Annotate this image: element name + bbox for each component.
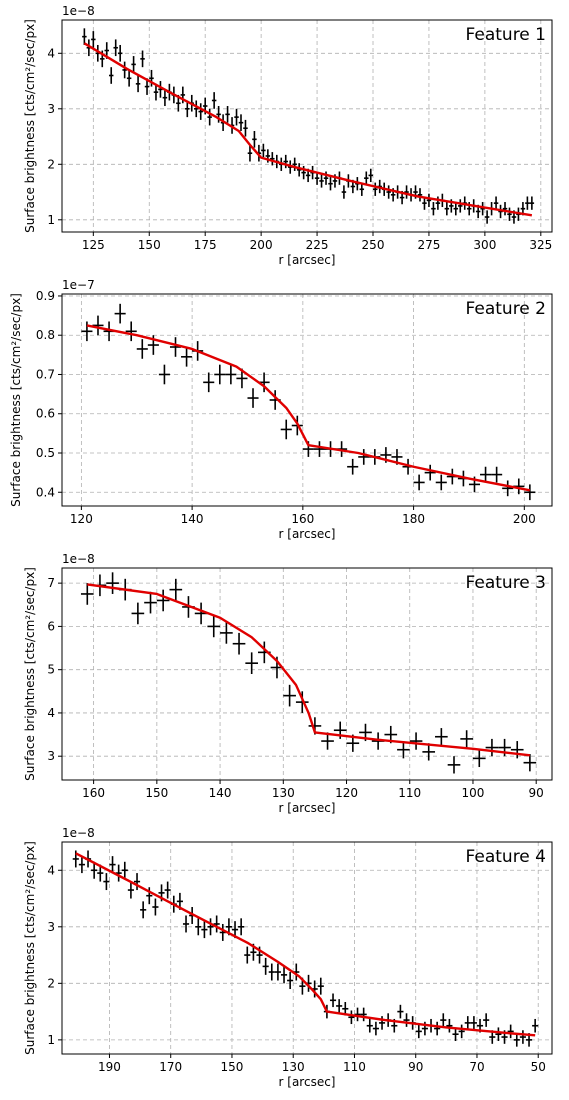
feature-title: Feature 2 (466, 299, 546, 319)
plot-frame (61, 19, 553, 233)
y-tick-label: 2 (47, 157, 55, 171)
x-tick-label: 200 (513, 512, 536, 526)
x-tick-label: 150 (145, 786, 168, 800)
x-tick-label: 130 (272, 786, 295, 800)
x-tick-label: 90 (529, 786, 544, 800)
x-tick-label: 70 (469, 1060, 484, 1074)
y-offset-label: 1e−7 (62, 278, 95, 292)
y-tick-label: 4 (47, 863, 55, 877)
x-tick-label: 110 (343, 1060, 366, 1074)
y-offset-label: 1e−8 (62, 552, 95, 566)
chart-panel-3: 160 150 140 130 120 110 100 90 3 4 5 6 7 1e−8 Feature … (23, 552, 553, 815)
plot-frame (61, 567, 553, 781)
x-tick-label: 275 (417, 238, 440, 252)
y-tick-label: 2 (47, 976, 55, 990)
y-tick-label: 7 (47, 576, 55, 590)
fit-curve (86, 324, 531, 492)
y-tick-label: 3 (47, 749, 55, 763)
y-tick-label: 4 (47, 46, 55, 60)
x-tick-label: 130 (282, 1060, 305, 1074)
chart-panel-1: 125 150 175 200 225 250 275 300 325 1 2 3 4 1e−8 Featu… (23, 4, 553, 267)
chart-panel-4: 190 170 150 130 110 90 70 50 1 2 3 4 1e−8 Feature 4 r … (23, 826, 553, 1089)
y-axis-label: Surface brightness [cts/cm²/sec/px] (23, 567, 37, 781)
y-tick-label: 5 (47, 663, 55, 677)
x-tick-label: 140 (209, 786, 232, 800)
x-axis-label: r [arcsec] (279, 253, 336, 267)
y-axis-label: Surface brightness [cts/cm²/sec/px] (23, 19, 37, 233)
x-axis-label: r [arcsec] (279, 801, 336, 815)
x-tick-label: 180 (402, 512, 425, 526)
y-axis-label: Surface brightness [cts/cm²/sec/px] (9, 293, 23, 507)
x-tick-label: 250 (362, 238, 385, 252)
y-tick-label: 0.4 (36, 485, 55, 499)
y-tick-label: 0.5 (36, 446, 55, 460)
y-tick-label: 4 (47, 706, 55, 720)
plot-frame (61, 293, 553, 507)
y-tick-label: 3 (47, 920, 55, 934)
y-tick-label: 0.8 (36, 328, 55, 342)
y-offset-label: 1e−8 (62, 4, 95, 18)
feature-title: Feature 1 (466, 25, 546, 45)
x-tick-label: 190 (98, 1060, 121, 1074)
y-tick-label: 0.9 (36, 289, 55, 303)
x-tick-label: 90 (408, 1060, 423, 1074)
feature-title: Feature 3 (466, 573, 546, 593)
data-points (80, 572, 537, 774)
y-tick-label: 0.7 (36, 367, 55, 381)
x-tick-label: 160 (82, 786, 105, 800)
x-tick-label: 110 (398, 786, 421, 800)
x-tick-label: 300 (473, 238, 496, 252)
data-points (81, 303, 536, 501)
y-tick-label: 6 (47, 619, 55, 633)
x-tick-label: 175 (194, 238, 217, 252)
x-tick-label: 120 (70, 512, 93, 526)
y-tick-label: 0.6 (36, 407, 55, 421)
fit-curve (83, 42, 533, 217)
plot-frame (61, 841, 553, 1055)
x-tick-label: 170 (159, 1060, 182, 1074)
x-tick-label: 160 (291, 512, 314, 526)
y-offset-label: 1e−8 (62, 826, 95, 840)
x-tick-label: 50 (531, 1060, 546, 1074)
chart-panel-2: 120 140 160 180 200 0.4 0.5 0.6 0.7 0.8 0.9 1e−7 Fea… (9, 278, 553, 541)
fit-curve (75, 852, 536, 1037)
data-points (82, 28, 535, 224)
y-axis-label: Surface brightness [cts/cm²/sec/px] (23, 841, 37, 1055)
x-tick-label: 200 (250, 238, 273, 252)
fit-curve (87, 583, 531, 757)
x-axis-label: r [arcsec] (279, 527, 336, 541)
x-tick-label: 100 (462, 786, 485, 800)
x-axis-label: r [arcsec] (279, 1075, 336, 1089)
x-tick-label: 325 (529, 238, 552, 252)
y-tick-label: 1 (47, 1033, 55, 1047)
x-tick-label: 120 (335, 786, 358, 800)
x-tick-label: 125 (82, 238, 105, 252)
x-tick-label: 150 (138, 238, 161, 252)
data-points (72, 850, 539, 1047)
y-tick-label: 1 (47, 213, 55, 227)
x-tick-label: 150 (221, 1060, 244, 1074)
x-tick-label: 140 (181, 512, 204, 526)
x-tick-label: 225 (306, 238, 329, 252)
feature-title: Feature 4 (466, 847, 546, 867)
y-tick-label: 3 (47, 102, 55, 116)
